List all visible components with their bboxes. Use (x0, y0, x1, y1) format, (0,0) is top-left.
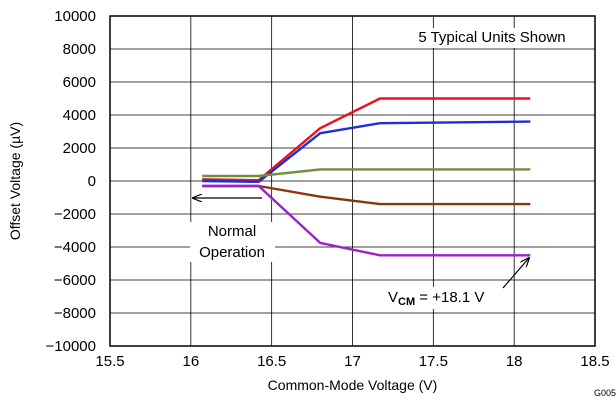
y-tick-label: 8000 (63, 41, 96, 58)
y-tick-label: −6000 (54, 272, 96, 289)
y-axis-title: Offset Voltage (µV) (7, 122, 23, 240)
vcm-label-background (384, 287, 504, 309)
normal-operation-background (190, 222, 275, 262)
series-line-2 (202, 120, 531, 184)
x-tick-label: 18 (506, 353, 523, 370)
plot-frame (109, 15, 596, 347)
x-tick-label: 15.5 (95, 353, 124, 370)
grid-lines (109, 15, 596, 347)
series-line-3 (202, 168, 531, 178)
series-line-1 (202, 97, 531, 182)
normal-operation-label-line2: Operation (199, 244, 265, 261)
vcm-label: VCM = +18.1 V (388, 289, 484, 308)
series-line-4 (202, 184, 531, 206)
figure-id: G005 (594, 388, 616, 398)
series-lines (202, 97, 531, 257)
y-tick-label: −10000 (46, 338, 96, 355)
x-axis-title: Common-Mode Voltage (V) (268, 377, 438, 393)
x-tick-label: 16 (182, 353, 199, 370)
x-tick-label: 17 (344, 353, 361, 370)
normal-operation-label-line1: Normal (208, 223, 256, 240)
vcm-label-prefix: V (388, 289, 398, 306)
y-tick-label: −8000 (54, 305, 96, 322)
x-tick-label: 17.5 (419, 353, 448, 370)
y-tick-labels: −10000 −8000 −6000 −4000 −2000 0 2000 4000 6000 8… (46, 8, 96, 355)
y-tick-label: 6000 (63, 74, 96, 91)
vcm-label-subscript: CM (398, 296, 415, 308)
y-tick-label: 0 (88, 173, 96, 190)
y-tick-label: 4000 (63, 107, 96, 124)
units-note-background (392, 28, 592, 48)
y-tick-label: 2000 (63, 140, 96, 157)
y-tick-label: −4000 (54, 239, 96, 256)
y-tick-label: 10000 (54, 8, 96, 25)
vcm-arrow (502, 258, 529, 289)
x-tick-label: 16.5 (257, 353, 286, 370)
vcm-label-value: = +18.1 V (415, 289, 484, 306)
x-tick-label: 18.5 (580, 353, 609, 370)
series-line-5 (202, 184, 531, 257)
y-tick-label: −2000 (54, 206, 96, 223)
units-note: 5 Typical Units Shown (418, 29, 565, 46)
x-tick-labels: 15.5 16 16.5 17 17.5 18 18.5 (95, 353, 609, 370)
